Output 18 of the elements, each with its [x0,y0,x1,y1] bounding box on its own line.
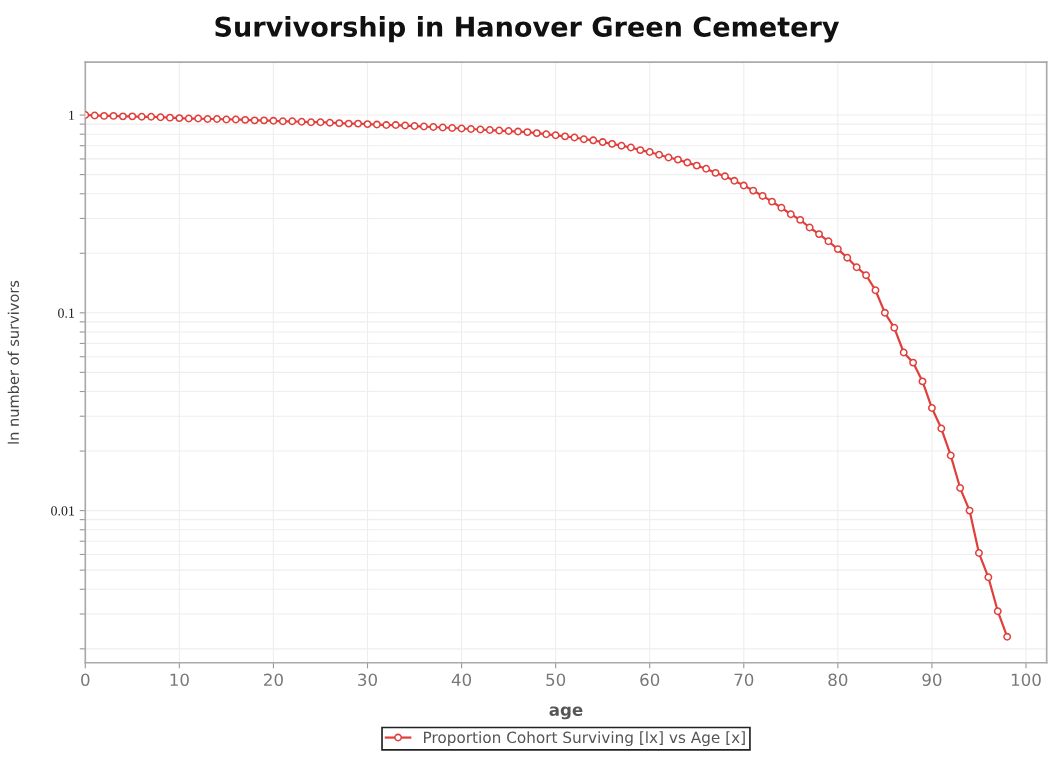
x-tick-label: 30 [358,673,377,687]
x-tick-label: 40 [451,673,472,687]
y-tick-label: 1 [69,110,75,120]
y-tick-label: 0.01 [51,506,75,516]
x-tick-label: 60 [640,673,660,687]
legend-label: Proportion Cohort Surviving [lx] vs Age [x] [424,731,745,747]
x-tick-label: 10 [170,673,189,687]
y-tick-label: 0.1 [58,308,75,318]
x-tick-label: 70 [734,673,754,687]
x-tick-label: 100 [1011,673,1041,687]
x-tick-label: 80 [828,673,848,687]
y-axis-title: ln number of survivors [7,280,20,444]
x-tick-label: 0 [81,673,90,687]
x-axis-title: age [549,706,583,720]
x-tick-label: 90 [922,673,942,687]
x-tick-label: 50 [546,673,566,687]
x-tick-label: 20 [264,673,283,687]
chart-title: Survivorship in Hanover Green Cemetery [215,15,840,43]
